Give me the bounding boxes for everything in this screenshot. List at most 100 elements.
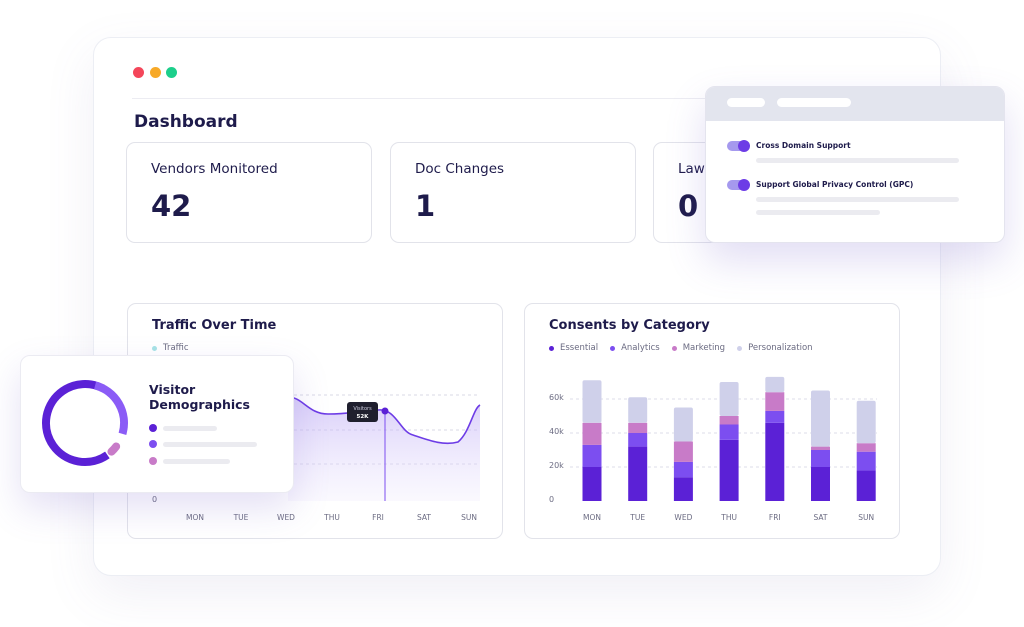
description-placeholder (756, 158, 959, 163)
x-tick-label: TUE (629, 513, 645, 522)
legend-swatch (737, 345, 743, 351)
hover-point[interactable] (381, 407, 389, 415)
x-tick-label: TUE (233, 513, 249, 522)
traffic-title: Traffic Over Time (152, 318, 277, 333)
bar-marketing-sat[interactable] (811, 446, 830, 450)
bar-essential-thu[interactable] (719, 439, 739, 501)
x-tick-label: THU (720, 513, 737, 522)
privacy-settings-card: Cross Domain Support Support Global Priv… (705, 86, 1005, 243)
y-tick-label: 60k (549, 393, 564, 402)
x-tick-label: MON (583, 513, 601, 522)
y-tick-label: 40k (549, 427, 564, 436)
stat-card-doc-changes[interactable]: Doc Changes 1 (390, 142, 636, 243)
y-tick-label: 20k (549, 461, 564, 470)
traffic-line (287, 396, 481, 445)
consents-panel: Consents by Category Essential Analytics… (524, 303, 900, 539)
traffic-legend: Traffic (152, 343, 189, 353)
stat-card-vendors[interactable]: Vendors Monitored 42 (126, 142, 372, 243)
gpc-label: Support Global Privacy Control (GPC) (756, 180, 914, 189)
x-tick-label: MON (186, 513, 204, 522)
legend-label: Analytics (621, 343, 660, 353)
x-tick-label: SUN (461, 513, 477, 522)
bar-personalization-fri[interactable] (765, 376, 785, 393)
legend-swatch (671, 345, 677, 351)
cross-domain-toggle[interactable] (727, 140, 750, 152)
legend-label: Essential (560, 343, 599, 353)
legend-swatch (549, 345, 554, 351)
x-tick-label: WED (277, 513, 295, 522)
close-window-dot[interactable] (133, 67, 144, 78)
bar-essential-sun[interactable] (856, 470, 876, 501)
legend-placeholder (163, 426, 217, 431)
x-tick-label: WED (674, 513, 692, 522)
bar-marketing-mon[interactable] (582, 422, 602, 445)
bar-analytics-wed[interactable] (673, 461, 693, 478)
bar-marketing-thu[interactable] (719, 416, 739, 425)
legend-item-personalization: Personalization (737, 343, 813, 353)
bar-analytics-fri[interactable] (765, 410, 785, 423)
consents-legend: Essential Analytics Marketing Personaliz… (549, 343, 813, 353)
bar-analytics-thu[interactable] (719, 424, 739, 440)
bar-personalization-sun[interactable] (856, 400, 876, 444)
visitor-demographics-card[interactable]: Visitor Demographics (20, 355, 294, 493)
gpc-toggle[interactable] (727, 179, 750, 191)
bar-personalization-sat[interactable] (811, 390, 830, 447)
bar-essential-mon[interactable] (582, 467, 602, 501)
donut-segment-marketing (42, 380, 128, 466)
demographics-donut (42, 380, 128, 466)
stat-value: 1 (415, 189, 436, 223)
bar-essential-sat[interactable] (811, 467, 830, 501)
x-tick-label: SAT (813, 513, 827, 522)
bar-personalization-mon[interactable] (582, 380, 602, 423)
legend-dot (149, 440, 157, 448)
legend-dot (149, 424, 157, 432)
bar-essential-wed[interactable] (673, 477, 693, 501)
stat-label: Vendors Monitored (151, 161, 278, 177)
legend-placeholder (163, 459, 230, 464)
consents-title: Consents by Category (549, 318, 710, 333)
legend-swatch (152, 345, 157, 351)
bar-marketing-fri[interactable] (765, 392, 785, 411)
donut-segment-analytics (42, 380, 128, 466)
bar-analytics-sat[interactable] (811, 450, 830, 467)
bar-personalization-tue[interactable] (628, 397, 648, 423)
y-tick-label: 0 (152, 495, 157, 504)
traffic-area (288, 397, 480, 501)
bar-essential-tue[interactable] (628, 446, 648, 501)
x-tick-label: FRI (769, 513, 781, 522)
legend-item-essential: Essential (549, 343, 598, 353)
y-tick-label: 0 (549, 495, 554, 504)
bar-marketing-wed[interactable] (673, 441, 693, 462)
legend-swatch (610, 345, 616, 351)
demographics-title: Visitor Demographics (149, 382, 250, 412)
description-placeholder (756, 210, 880, 215)
bar-marketing-sun[interactable] (856, 443, 876, 452)
toggle-knob (738, 140, 750, 152)
stat-value: 42 (151, 189, 192, 223)
bar-analytics-sun[interactable] (856, 451, 876, 471)
consents-chart: 60k 40k 20k 0 MON TUE WED THU FRI SAT SUN (549, 376, 877, 522)
maximize-window-dot[interactable] (166, 67, 177, 78)
x-tick-label: SAT (417, 513, 431, 522)
bar-personalization-thu[interactable] (719, 382, 739, 416)
legend-placeholder (163, 442, 257, 447)
x-tick-label: FRI (372, 513, 384, 522)
header-placeholder (777, 98, 851, 107)
settings-header (706, 87, 1004, 121)
legend-label: Personalization (748, 343, 813, 353)
legend-label: Marketing (682, 343, 726, 353)
description-placeholder (756, 197, 959, 202)
tooltip-label: Visitors (353, 406, 372, 412)
legend-item-analytics: Analytics (610, 343, 660, 353)
minimize-window-dot[interactable] (150, 67, 161, 78)
header-divider (132, 98, 902, 99)
bar-analytics-mon[interactable] (582, 444, 602, 467)
bar-essential-fri[interactable] (765, 422, 785, 501)
legend-label: Traffic (163, 343, 189, 353)
cross-domain-label: Cross Domain Support (756, 141, 851, 150)
bar-analytics-tue[interactable] (628, 433, 648, 447)
bar-marketing-tue[interactable] (628, 422, 648, 433)
page-title: Dashboard (134, 112, 238, 132)
x-tick-label: THU (323, 513, 340, 522)
bar-personalization-wed[interactable] (673, 407, 693, 442)
